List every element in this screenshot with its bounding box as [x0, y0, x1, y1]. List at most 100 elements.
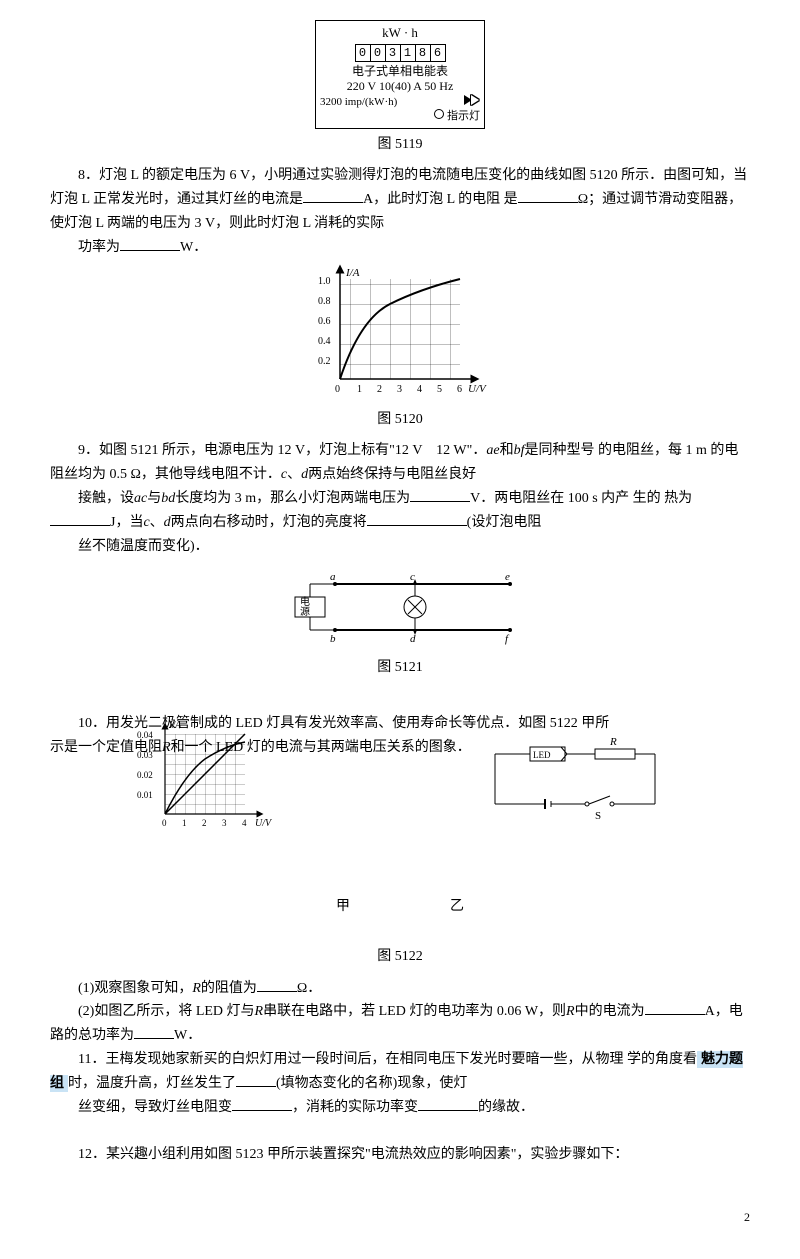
q9-t8: 长度均为 3 m，那么小灯泡两端电压为: [175, 491, 410, 506]
q10-p2c: 中的电流为: [575, 1004, 645, 1019]
q11-t3: (填物态变化的名称)现象，使灯: [276, 1076, 467, 1091]
q10-R4: R: [566, 1004, 575, 1019]
meter-line1: 电子式单相电能表: [320, 64, 480, 80]
svg-text:1: 1: [357, 384, 362, 395]
blank: [645, 1014, 705, 1015]
triangle-icons: [464, 95, 480, 109]
q9-t13: (设灯泡电阻: [467, 515, 542, 530]
q11-t1: 11．王梅发现她家新买的白炽灯用过一段时间后，在相同电压下发光时要暗一些，从物理…: [78, 1052, 697, 1067]
q10-p1c: Ω．: [297, 981, 321, 996]
q9-t11: 、: [150, 515, 164, 530]
fig-5121-label: 图 5121: [50, 656, 750, 680]
svg-text:3: 3: [222, 818, 227, 828]
blank: [120, 250, 180, 251]
blank: [367, 525, 467, 526]
svg-text:4: 4: [242, 818, 247, 828]
svg-text:R: R: [609, 736, 617, 748]
q9-bf: bf: [514, 443, 525, 458]
q9-t4: 、: [287, 467, 301, 482]
digit: 6: [431, 45, 445, 61]
q9-para: 9．如图 5121 所示，电源电压为 12 V，灯泡上标有"12 V 12 W"…: [50, 439, 750, 487]
meter-line3: 3200 imp/(kW·h): [320, 95, 397, 109]
blank: [134, 1038, 174, 1039]
q9-t7: 与: [147, 491, 161, 506]
page-number: 2: [50, 1207, 750, 1227]
q9-para2: 接触，设ac与bd长度均为 3 m，那么小灯泡两端电压为 V．两电阻丝在 100 …: [50, 487, 750, 535]
q9-t10: J，当: [110, 515, 143, 530]
q9-bd: bd: [161, 491, 175, 506]
indicator-label: 指示灯: [447, 110, 480, 122]
svg-text:LED: LED: [533, 750, 551, 760]
svg-text:0: 0: [162, 818, 167, 828]
q10-p2b: 串联在电路中，若 LED 灯的电功率为 0.06 W，则: [263, 1004, 566, 1019]
svg-text:6: 6: [457, 384, 462, 395]
fig-5122-label: 图 5122: [50, 945, 750, 969]
q10-part2: (2)如图乙所示，将 LED 灯与R串联在电路中，若 LED 灯的电功率为 0.…: [50, 1000, 750, 1048]
sub-a: 甲: [336, 895, 350, 919]
q10-p2e: W．: [174, 1028, 201, 1043]
q9-para3: 丝不随温度而变化)．: [50, 535, 750, 559]
svg-text:U/V: U/V: [468, 383, 487, 395]
meter-digits: 0 0 3 1 8 6: [355, 44, 446, 62]
svg-text:5: 5: [437, 384, 442, 395]
q10-p1a: (1)观察图象可知，: [78, 981, 192, 996]
digit: 1: [401, 45, 416, 61]
q12-para: 12．某兴趣小组利用如图 5123 甲所示装置探究"电流热效应的影响因素"，实验…: [50, 1143, 750, 1167]
q8-para: 8．灯泡 L 的额定电压为 6 V，小明通过实验测得灯泡的电流随电压变化的曲线如…: [50, 164, 750, 235]
q9-ac: ac: [134, 491, 147, 506]
blank: [518, 202, 578, 203]
svg-text:e: e: [505, 571, 510, 583]
svg-text:I/A: I/A: [345, 267, 360, 279]
svg-text:0.02: 0.02: [137, 770, 153, 780]
digit: 8: [416, 45, 431, 61]
svg-text:f: f: [505, 633, 510, 645]
q9-t9: V．两电阻丝在 100 s 内产 生的 热为: [470, 491, 692, 506]
graph-5122a: I/A U/V 0.01 0.02 0.03 0.04 0 1 2 3 4: [125, 714, 285, 844]
q9-d2: d: [164, 515, 171, 530]
q10-part1: (1)观察图象可知，R的阻值为Ω．: [50, 977, 750, 1001]
svg-text:3: 3: [397, 384, 402, 395]
blank: [232, 1110, 292, 1111]
svg-text:0.4: 0.4: [318, 336, 331, 347]
q9-t12: 两点向右移动时，灯泡的亮度将: [171, 515, 367, 530]
svg-text:b: b: [330, 633, 336, 645]
q9-ae: ae: [486, 443, 499, 458]
blank: [303, 202, 363, 203]
q11-para: 11．王梅发现她家新买的白炽灯用过一段时间后，在相同电压下发光时要暗一些，从物理…: [50, 1048, 750, 1096]
q9-t6: 接触，设: [78, 491, 134, 506]
sub-b: 乙: [450, 895, 464, 919]
q8-t2: A，此时灯泡 L 的电阻 是: [363, 192, 518, 207]
svg-text:I/A: I/A: [168, 720, 182, 731]
svg-text:0.2: 0.2: [318, 356, 331, 367]
circuit-5122b: LED R S: [475, 729, 675, 829]
svg-text:1.0: 1.0: [318, 276, 331, 287]
q11-t6: 的缘故．: [478, 1100, 534, 1115]
svg-text:0.01: 0.01: [137, 790, 153, 800]
q11-para2: 丝变细，导致灯丝电阻变 ，消耗的实际功率变 的缘故．: [50, 1096, 750, 1120]
blank: [50, 525, 110, 526]
svg-text:S: S: [595, 810, 601, 822]
blank: [257, 991, 297, 992]
blank: [410, 501, 470, 502]
meter-box: kW · h 0 0 3 1 8 6 电子式单相电能表 220 V 10(40)…: [315, 20, 485, 129]
svg-text:0.8: 0.8: [318, 296, 331, 307]
svg-text:0: 0: [335, 384, 340, 395]
meter-line2: 220 V 10(40) A 50 Hz: [320, 79, 480, 95]
q8-para2: 功率为W．: [50, 236, 750, 260]
svg-text:U/V: U/V: [255, 818, 273, 829]
svg-text:2: 2: [202, 818, 207, 828]
q10-p2a: (2)如图乙所示，将 LED 灯与: [78, 1004, 255, 1019]
q12-t1: 12．某兴趣小组利用如图 5123 甲所示装置探究"电流热效应的影响因素"，实验…: [78, 1147, 628, 1162]
digit: 0: [356, 45, 371, 61]
q9-t14: 丝不随温度而变化)．: [78, 539, 209, 554]
q11-t4: 丝变细，导致灯丝电阻变: [78, 1100, 232, 1115]
blank: [418, 1110, 478, 1111]
q10-p1b: 的阻值为: [201, 981, 257, 996]
fig-5120-label: 图 5120: [50, 408, 750, 432]
q11-t5: ，消耗的实际功率变: [292, 1100, 418, 1115]
meter-unit: kW · h: [320, 25, 480, 42]
q10-R3: R: [255, 1004, 264, 1019]
svg-text:1: 1: [182, 818, 187, 828]
q9-t2: 和: [500, 443, 514, 458]
graph-5120: I/A U/V 0.2 0.4 0.6 0.8 1.0 0 1 2 3 4 5 …: [310, 264, 490, 404]
